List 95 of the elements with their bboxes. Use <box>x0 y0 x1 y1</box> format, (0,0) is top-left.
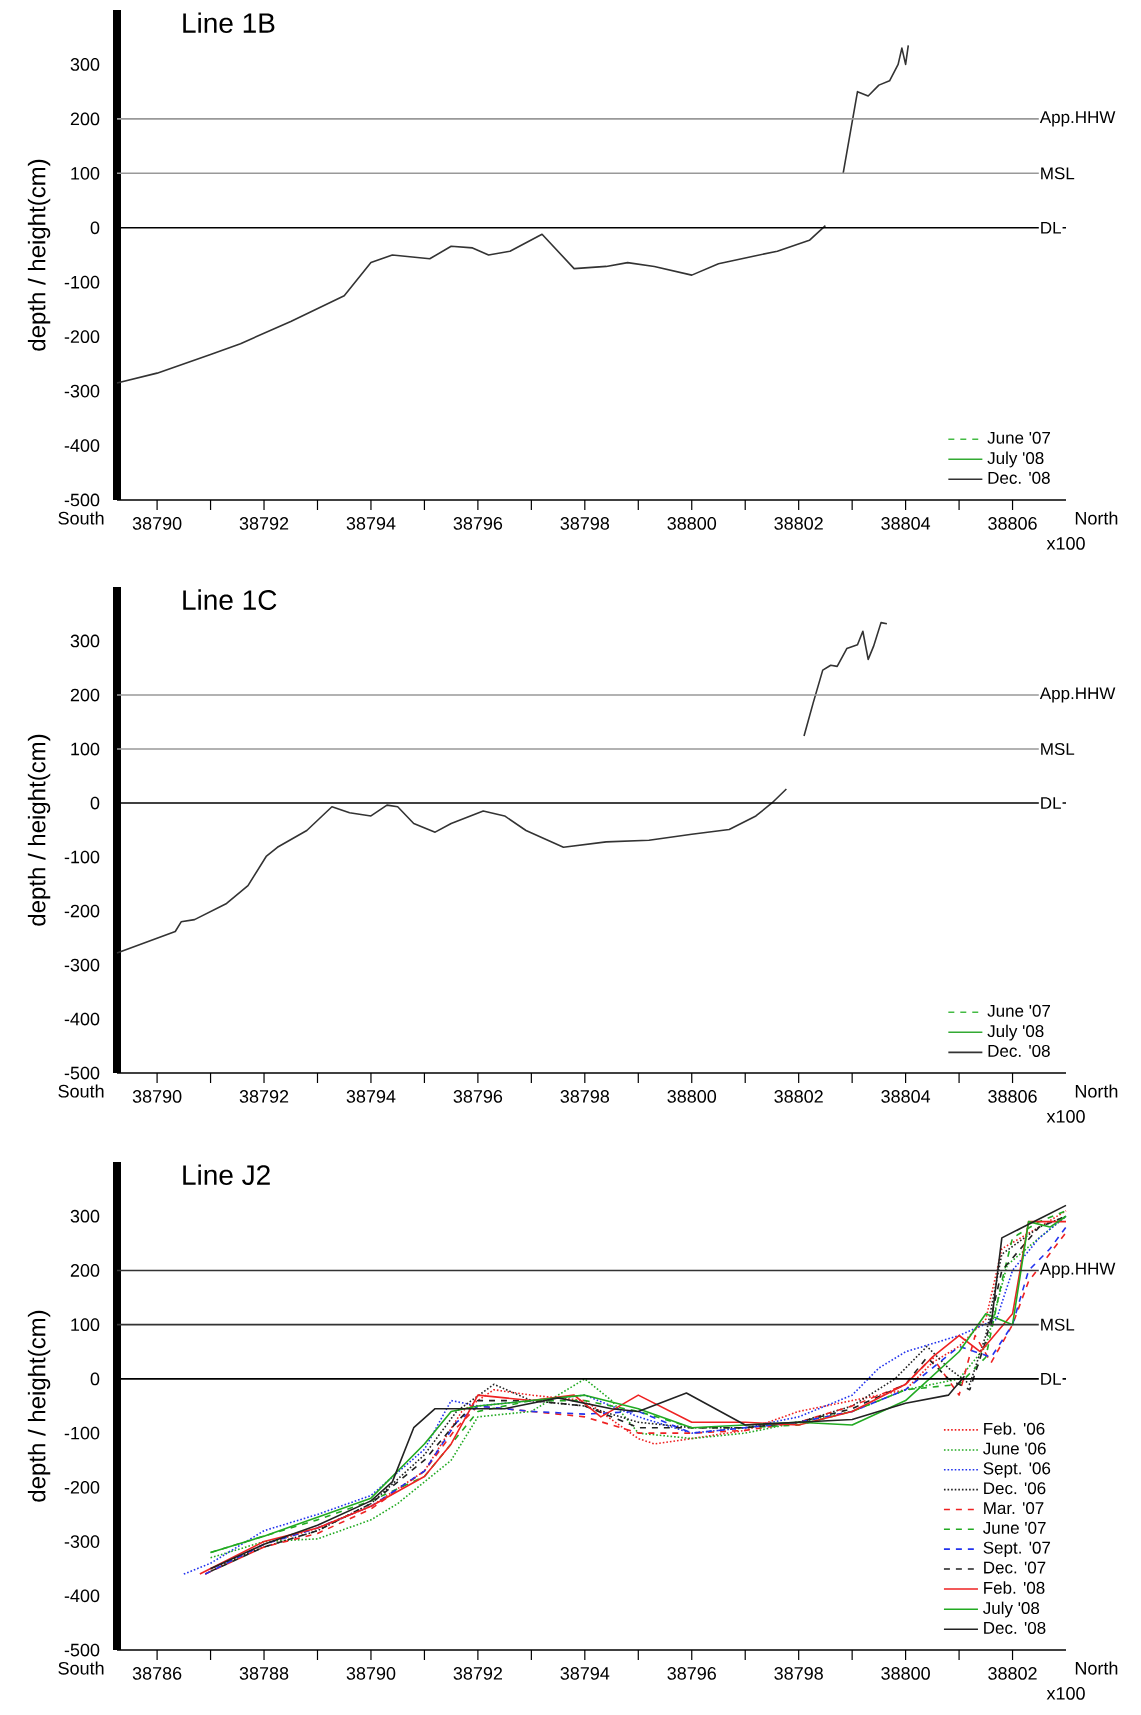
legend-label: Dec. '06 <box>984 1482 1046 1495</box>
y-tick-label: -200 <box>64 330 100 344</box>
y-tick-label: -400 <box>64 439 100 452</box>
x-tick-label: 38792 <box>239 1090 289 1103</box>
x-tick-label: 38806 <box>988 1090 1037 1103</box>
text: North <box>1075 1084 1118 1098</box>
legend-label: Dec. '07 <box>984 1561 1046 1574</box>
y-tick-label: 300 <box>70 58 100 71</box>
x-tick-label: 38790 <box>132 517 182 530</box>
legend-label: Feb. '08 <box>984 1581 1045 1594</box>
y-tick-label: -200 <box>64 1480 100 1494</box>
y-tick-label: -400 <box>64 1012 100 1026</box>
legend-label: June '07 <box>987 1004 1051 1017</box>
x-tick-label: 38802 <box>988 1667 1037 1680</box>
x-tick-label: 38796 <box>453 517 503 530</box>
y-axis-title: depth / height(cm) <box>27 734 51 926</box>
ref-line-label: App.HHW <box>1039 1262 1116 1279</box>
x-tick-label: 38798 <box>560 1090 610 1103</box>
chart-title: Line 1B <box>183 12 275 33</box>
x-axis-title: x100 <box>1046 1110 1085 1123</box>
y-tick-label: 100 <box>71 742 100 756</box>
x-tick-label: 38802 <box>774 1090 823 1103</box>
x-tick-label: 38794 <box>560 1667 610 1680</box>
legend-label: July '08 <box>983 1601 1040 1618</box>
legend-label: Dec. '08 <box>988 1044 1050 1057</box>
legend-label: Sept. '06 <box>983 1462 1051 1478</box>
x-tick-label: 38800 <box>667 1090 717 1103</box>
text: North <box>1075 511 1118 525</box>
y-tick-label: -500 <box>64 1066 100 1080</box>
ref-line-label: MSL <box>1041 167 1075 180</box>
ref-line-label: App.HHW <box>1039 111 1116 127</box>
x-tick-label: 38790 <box>132 1090 182 1103</box>
y-tick-label: -100 <box>64 275 100 289</box>
legend-label: Sept. '07 <box>983 1541 1051 1558</box>
y-tick-label: -100 <box>64 850 100 864</box>
ref-line-label: DL <box>1041 221 1061 234</box>
y-tick-label: -500 <box>64 493 100 507</box>
ref-line-label: App.HHW <box>1039 687 1116 703</box>
x-tick-label: 38786 <box>132 1667 182 1680</box>
y-tick-label: 0 <box>90 221 100 235</box>
y-tick-label: 100 <box>71 1318 100 1332</box>
legend-label: July '08 <box>987 1024 1044 1041</box>
chart-title: Line J2 <box>183 1164 270 1185</box>
text: South <box>58 511 104 525</box>
legend-label: Dec. '08 <box>988 471 1050 484</box>
x-tick-label: 38802 <box>774 517 823 530</box>
y-tick-label: -200 <box>64 904 100 918</box>
y-tick-label: -300 <box>64 958 100 972</box>
y-axis-title: depth / height(cm) <box>27 159 51 351</box>
x-tick-label: 38800 <box>667 517 717 530</box>
y-tick-label: 200 <box>70 1264 100 1277</box>
legend-label: June '07 <box>983 1521 1046 1534</box>
y-tick-label: -400 <box>64 1589 100 1603</box>
y-tick-label: -100 <box>64 1426 100 1440</box>
x-tick-label: 38796 <box>667 1667 716 1680</box>
x-tick-label: 38790 <box>346 1667 396 1680</box>
x-tick-label: 38794 <box>346 517 396 530</box>
ref-line-label: MSL <box>1041 1318 1075 1331</box>
y-tick-label: 300 <box>70 634 100 648</box>
x-axis-title: x100 <box>1046 537 1085 550</box>
legend-label: Dec. '08 <box>984 1621 1046 1634</box>
y-tick-label: 0 <box>90 796 100 810</box>
text: South <box>58 1661 104 1675</box>
x-tick-label: 38806 <box>988 517 1037 530</box>
legend-label: July '08 <box>987 451 1044 468</box>
x-tick-label: 38798 <box>774 1667 823 1680</box>
y-tick-label: -300 <box>64 1535 100 1548</box>
x-tick-label: 38796 <box>453 1090 503 1103</box>
x-tick-label: 38794 <box>346 1090 396 1103</box>
x-tick-label: 38798 <box>560 517 610 530</box>
y-tick-label: 200 <box>70 112 100 126</box>
x-tick-label: 38792 <box>453 1667 502 1680</box>
x-tick-label: 38788 <box>239 1667 289 1680</box>
ref-line-label: DL <box>1041 797 1061 809</box>
y-tick-label: -500 <box>64 1643 100 1657</box>
text: North <box>1075 1661 1118 1675</box>
x-tick-label: 38792 <box>239 517 289 530</box>
y-tick-label: -300 <box>64 384 100 398</box>
legend-label: June '06 <box>983 1442 1046 1455</box>
y-tick-label: 200 <box>70 688 100 702</box>
x-tick-label: 38800 <box>881 1667 930 1680</box>
chart-title: Line 1C <box>183 589 277 610</box>
y-axis-title: depth / height(cm) <box>27 1310 51 1502</box>
x-axis-title: x100 <box>1046 1687 1085 1700</box>
x-tick-label: 38804 <box>881 517 931 530</box>
y-tick-label: 0 <box>90 1372 100 1386</box>
legend-label: Mar. '07 <box>984 1502 1044 1515</box>
x-tick-label: 38804 <box>881 1090 931 1103</box>
legend-label: June '07 <box>987 431 1051 444</box>
legend-label: Feb. '06 <box>984 1422 1045 1435</box>
text: South <box>58 1084 104 1098</box>
y-tick-label: 100 <box>71 166 100 180</box>
ref-line-label: DL <box>1041 1373 1061 1385</box>
ref-line-label: MSL <box>1041 742 1075 755</box>
y-tick-label: 300 <box>70 1209 100 1223</box>
